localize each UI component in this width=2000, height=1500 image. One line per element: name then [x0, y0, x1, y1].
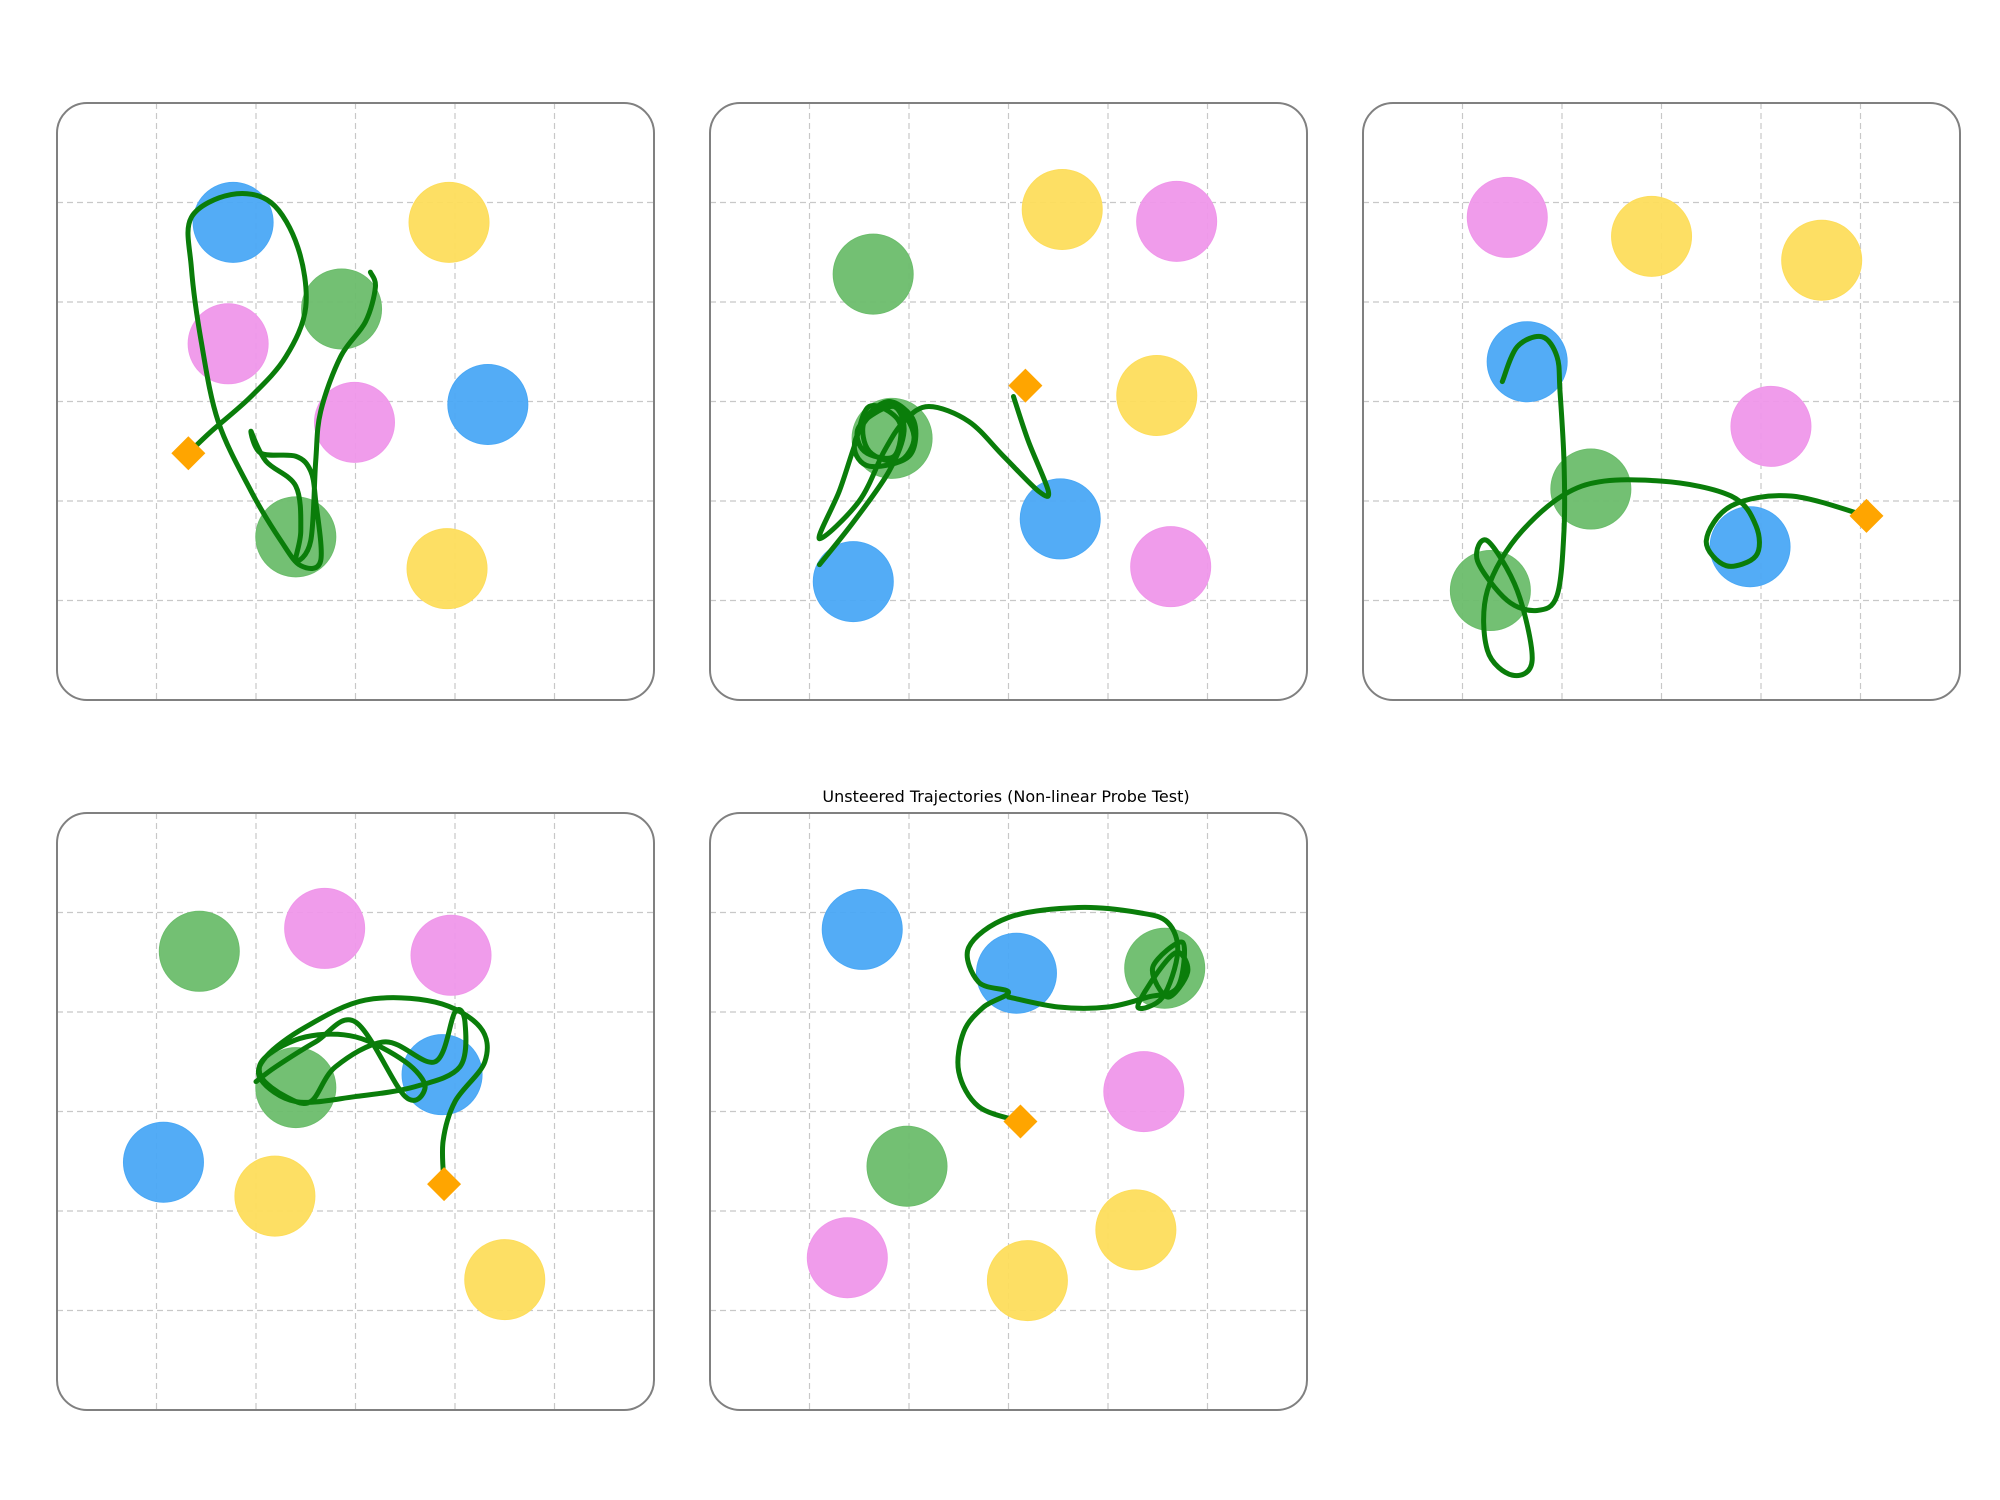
object-green: [1550, 448, 1632, 530]
object-yellow: [986, 1240, 1068, 1322]
panel-frame: [1362, 102, 1961, 701]
object-yellow: [1095, 1189, 1177, 1271]
panel-3: [1362, 102, 1961, 701]
object-pink: [1730, 385, 1812, 467]
start-marker: [1008, 368, 1043, 403]
trajectory-path: [1474, 333, 1869, 679]
object-green: [158, 910, 240, 992]
panel-4: [56, 812, 655, 1411]
object-green: [866, 1125, 948, 1207]
object-yellow: [464, 1239, 546, 1321]
object-pink: [1136, 180, 1218, 262]
panel-frame: [709, 812, 1308, 1411]
panel-frame: [56, 102, 655, 701]
object-yellow: [408, 181, 490, 263]
object-pink: [410, 914, 492, 996]
start-marker: [171, 436, 206, 471]
panel-2: [709, 102, 1308, 701]
trajectory-path: [253, 995, 490, 1187]
object-pink: [1130, 526, 1212, 608]
panel-5: [709, 812, 1308, 1411]
object-yellow: [1611, 195, 1693, 277]
panel-background: [1363, 103, 1960, 700]
object-blue: [1019, 478, 1101, 560]
object-yellow: [1116, 355, 1198, 437]
object-pink: [284, 887, 366, 969]
object-blue: [821, 888, 903, 970]
start-marker: [1849, 498, 1884, 533]
object-blue: [1709, 506, 1791, 588]
trajectory-path: [816, 394, 1052, 568]
object-pink: [806, 1217, 888, 1299]
panels: [56, 102, 1961, 1411]
panel-1: [56, 102, 655, 701]
panel-background: [710, 103, 1307, 700]
object-yellow: [234, 1155, 316, 1237]
panel-background: [710, 813, 1307, 1410]
panel-content: [1363, 103, 1960, 700]
trajectory-path: [955, 904, 1191, 1124]
object-blue: [122, 1121, 204, 1203]
figure-title: Unsteered Trajectories (Non-linear Probe…: [822, 787, 1189, 806]
object-yellow: [406, 528, 488, 610]
object-pink: [314, 381, 396, 463]
panel-frame: [709, 102, 1308, 701]
object-yellow: [1781, 219, 1863, 301]
panel-content: [710, 813, 1307, 1410]
object-blue: [812, 541, 894, 623]
panel-content: [710, 103, 1307, 700]
object-yellow: [1021, 168, 1103, 250]
object-blue: [447, 363, 529, 445]
panel-content: [57, 103, 654, 700]
object-pink: [1103, 1051, 1185, 1133]
object-blue: [1486, 321, 1568, 403]
panel-frame: [56, 812, 655, 1411]
trajectory-path: [185, 190, 378, 571]
object-green: [832, 233, 914, 315]
object-pink: [1466, 176, 1548, 258]
start-marker: [1003, 1104, 1038, 1139]
object-blue: [975, 932, 1057, 1014]
start-marker: [427, 1167, 462, 1202]
object-pink: [187, 303, 269, 385]
panel-content: [57, 813, 654, 1410]
